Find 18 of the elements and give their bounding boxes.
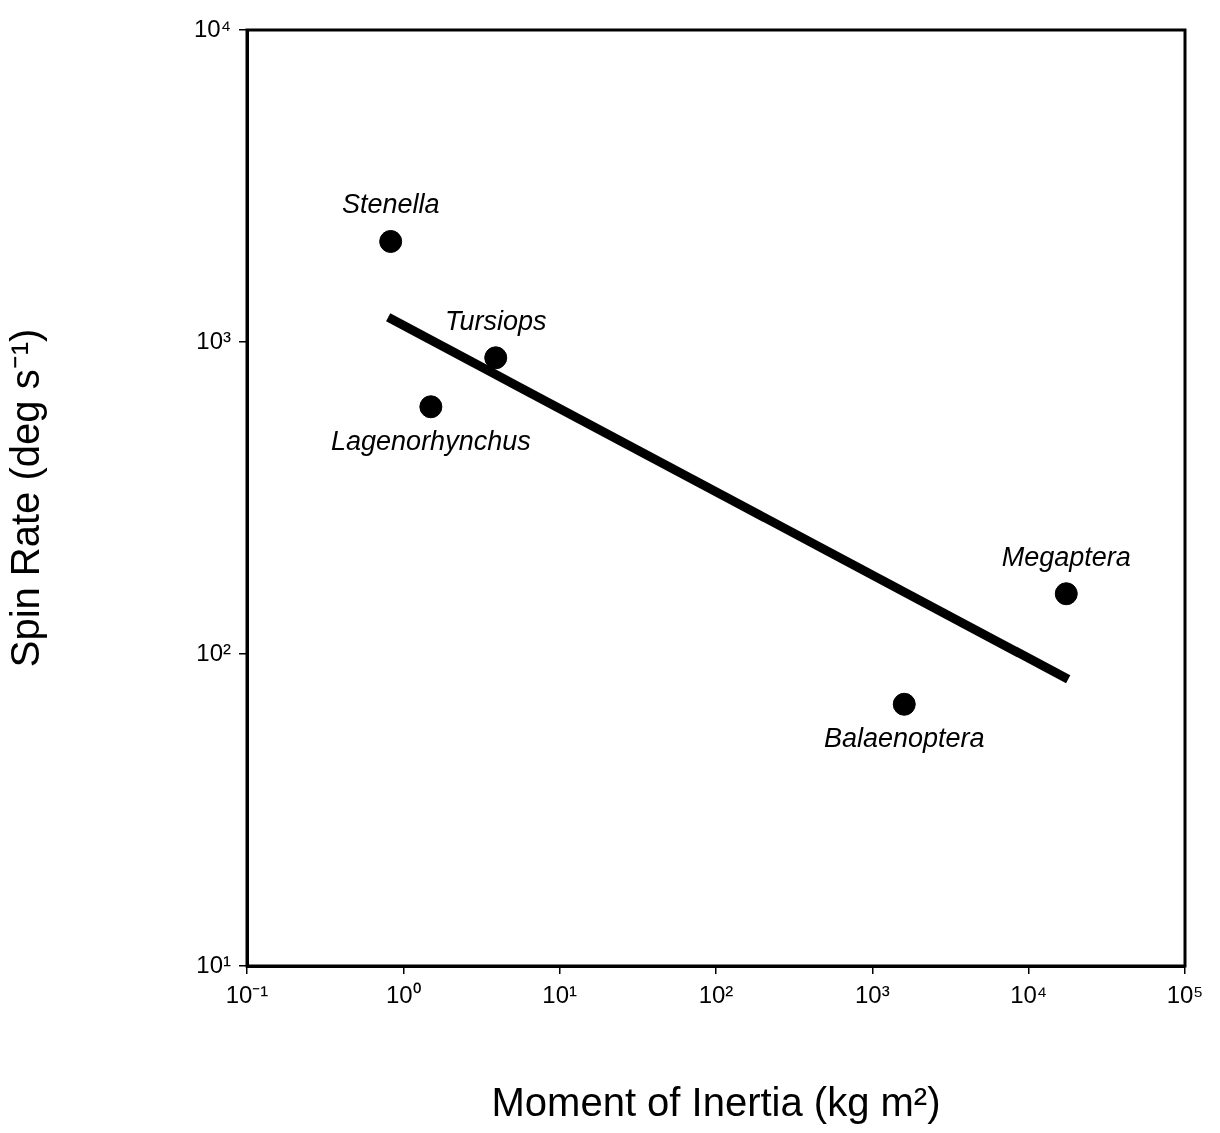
- annotation: Megaptera: [1001, 541, 1131, 572]
- annotation: Stenella: [341, 189, 440, 220]
- x-tick-label: 10²: [698, 981, 734, 1009]
- x-axis-title: Moment of Inertia (kg m²): [491, 1080, 941, 1125]
- y-tick-label: 10³: [196, 326, 232, 354]
- y-axis-title: Spin Rate (deg s⁻¹): [3, 328, 48, 668]
- annotation: Lagenorhynchus: [331, 425, 531, 456]
- x-tick-label: 10⁵: [1166, 981, 1204, 1009]
- y-tick-label: 10¹: [196, 950, 232, 978]
- x-tick-label: 10⁻¹: [225, 981, 269, 1009]
- annotation: Balaenoptera: [823, 723, 985, 754]
- x-tick-label: 10¹: [542, 981, 578, 1009]
- x-tick-label: 10⁴: [1010, 981, 1048, 1009]
- x-tick-label: 10⁰: [385, 981, 421, 1009]
- annotation: Tursiops: [444, 305, 547, 336]
- y-tick-label: 10⁴: [193, 14, 231, 42]
- x-tick-label: 10³: [854, 981, 890, 1009]
- y-tick-label: 10²: [196, 638, 232, 666]
